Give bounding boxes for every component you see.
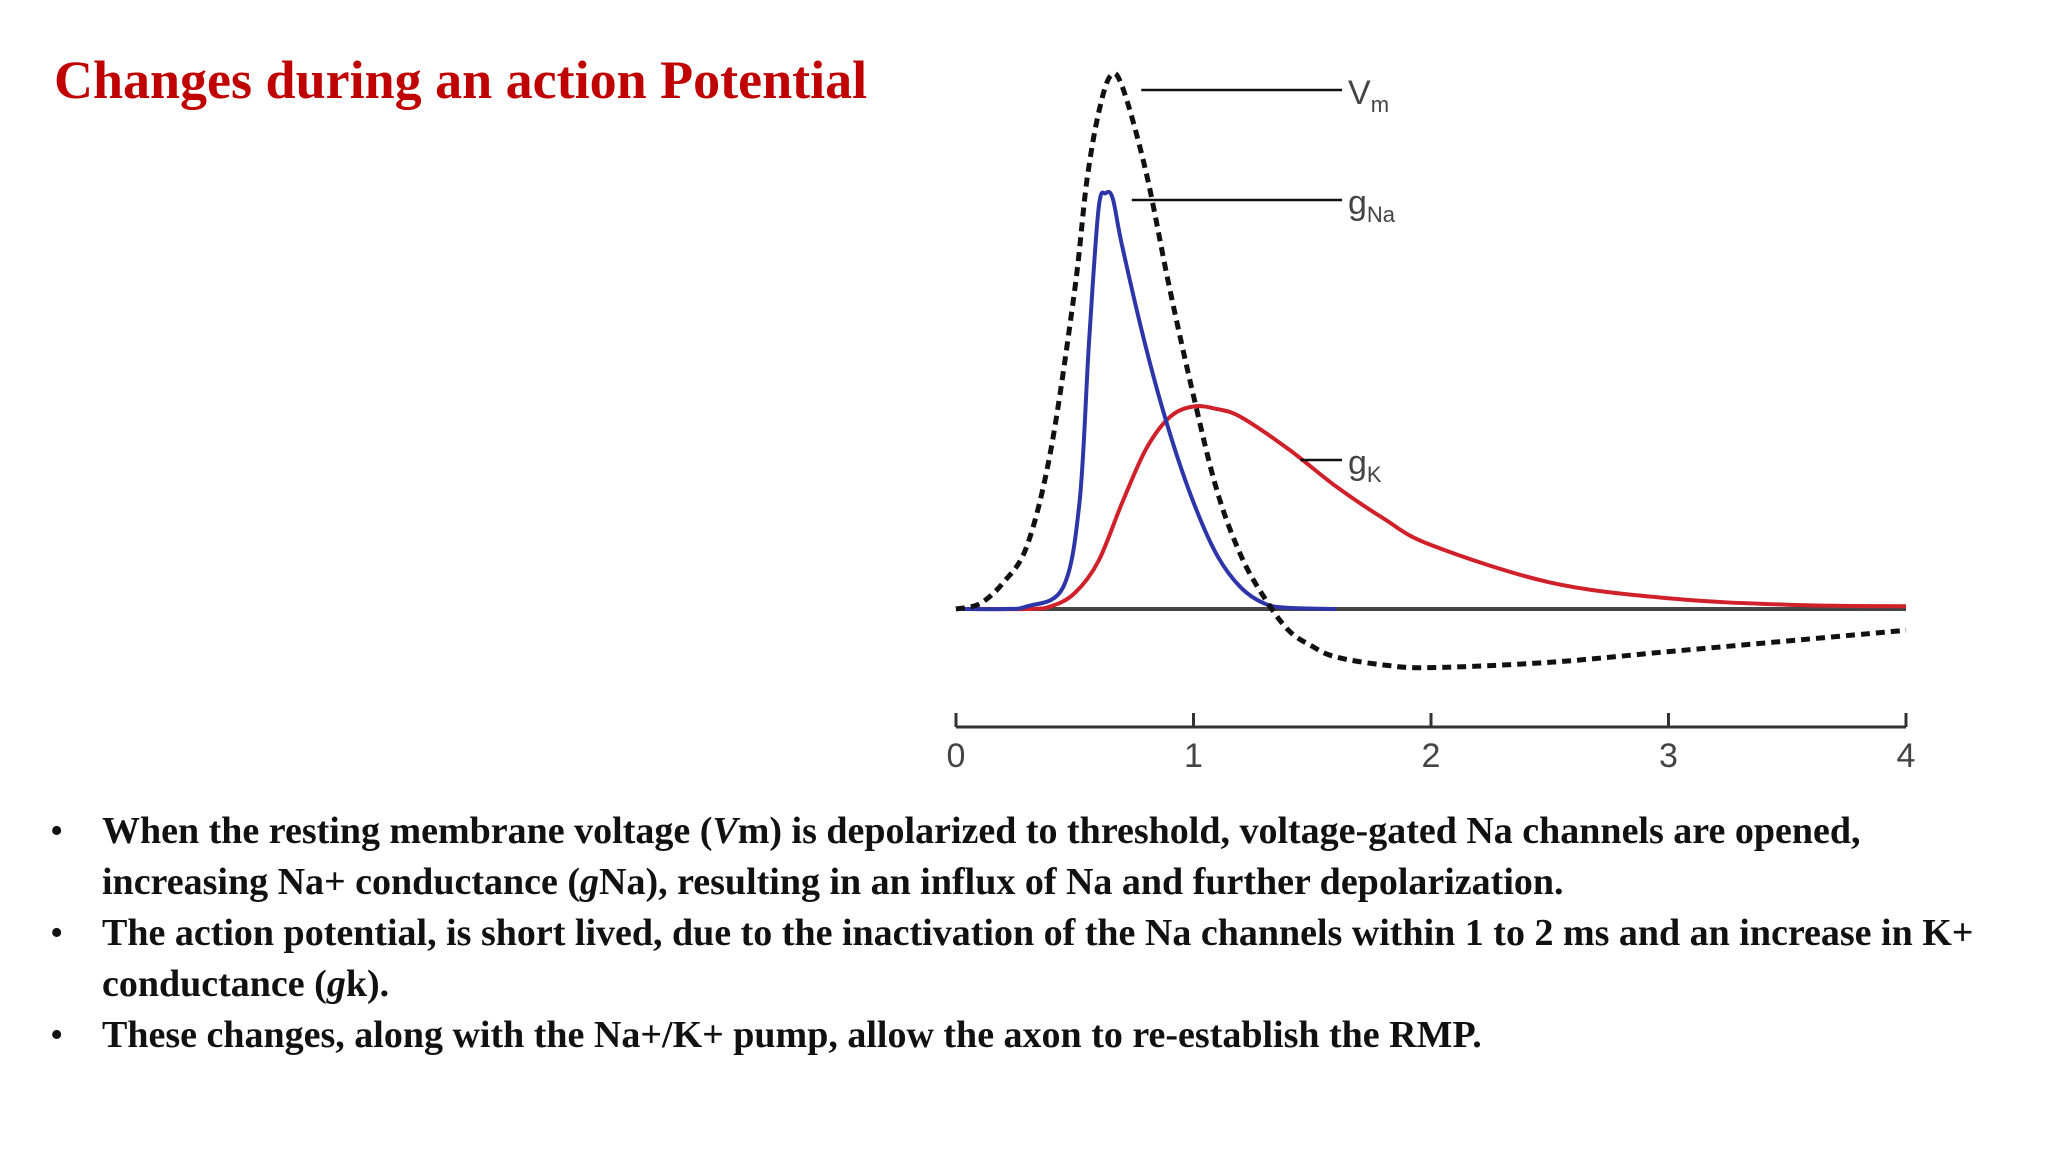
text-run: The action potential, is short lived, du…: [102, 912, 1974, 1005]
italic-run: g: [326, 963, 346, 1005]
x-tick-label: 3: [1659, 737, 1678, 775]
series-label-gk: gK: [1348, 444, 1382, 487]
text-run: Na), resulting in an influx of Na and fu…: [599, 861, 1564, 903]
bullet-marker: •: [50, 1014, 64, 1056]
x-tick-label: 2: [1422, 737, 1441, 775]
text-run: m) is depolarized to threshold, voltage-…: [102, 810, 1861, 903]
series-line-gk: [955, 404, 1907, 612]
italic-run: g: [580, 861, 599, 903]
action-potential-chart: Vm gNa gK 0 1 2 3 4: [947, 70, 1916, 775]
series-line-vm: [955, 70, 1907, 671]
bullet-text: The action potential, is short lived, du…: [102, 912, 1973, 1005]
bullet-item: • When the resting membrane voltage (Vm) …: [44, 806, 2024, 908]
x-tick-label: 4: [1897, 737, 1916, 775]
series-line-gna: [955, 189, 1337, 612]
series-label-vm: Vm: [1348, 74, 1389, 117]
bullet-marker: •: [50, 810, 64, 852]
bullet-item: • The action potential, is short lived, d…: [44, 908, 2024, 1010]
italic-run: V: [712, 810, 738, 852]
text-run: k).: [345, 963, 390, 1005]
text-run: When the resting membrane voltage (: [102, 810, 713, 852]
x-tick-label: 1: [1184, 737, 1203, 775]
slide-title: Changes during an action Potential: [54, 50, 868, 110]
bullet-marker: •: [50, 912, 64, 954]
series-label-gna: gNa: [1348, 184, 1396, 227]
text-run: These changes, along with the Na+/K+ pum…: [102, 1014, 1482, 1056]
bullet-text: When the resting membrane voltage (Vm) i…: [102, 810, 1860, 903]
x-tick-label: 0: [947, 737, 966, 775]
bullet-text: These changes, along with the Na+/K+ pum…: [102, 1014, 1482, 1056]
bullet-list: • When the resting membrane voltage (Vm) …: [44, 806, 2024, 1061]
bullet-item: • These changes, along with the Na+/K+ pu…: [44, 1010, 2024, 1061]
